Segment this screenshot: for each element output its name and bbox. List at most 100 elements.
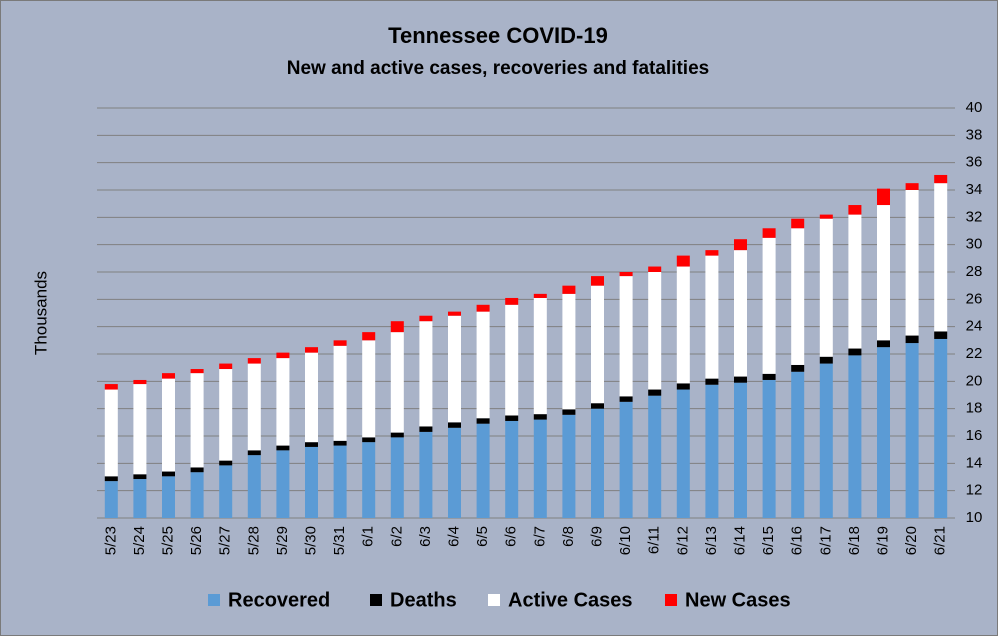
bar-segment bbox=[762, 379, 776, 518]
bar-segment bbox=[648, 266, 662, 272]
y-tick-label: 40 bbox=[966, 99, 983, 116]
x-tick-label: 6/8 bbox=[560, 526, 577, 547]
bar-segment bbox=[705, 255, 719, 379]
y-tick-label: 22 bbox=[966, 345, 983, 362]
bar-segment bbox=[276, 445, 290, 451]
x-tick-label: 6/5 bbox=[474, 526, 491, 547]
bar-segment bbox=[848, 205, 862, 215]
bar-segment bbox=[476, 418, 490, 424]
bar-segment bbox=[476, 423, 490, 518]
bar-segment bbox=[133, 379, 147, 385]
bar-segment bbox=[648, 272, 662, 390]
bar-segment bbox=[219, 465, 233, 518]
bar-segment bbox=[619, 396, 633, 402]
legend-swatch bbox=[488, 594, 500, 606]
x-tick-label: 6/21 bbox=[932, 526, 949, 555]
bar-segment bbox=[533, 414, 547, 420]
y-tick-label: 32 bbox=[966, 208, 983, 225]
bar-segment bbox=[162, 373, 175, 379]
bar-segment bbox=[104, 384, 118, 390]
y-tick-label: 36 bbox=[966, 154, 983, 171]
bar-segment bbox=[591, 276, 604, 286]
bar-segment bbox=[934, 331, 948, 339]
x-tick-label: 6/15 bbox=[760, 526, 777, 555]
bar-segment bbox=[133, 479, 147, 518]
bar-segment bbox=[762, 373, 776, 380]
x-tick-label: 5/31 bbox=[331, 526, 348, 555]
bar-segment bbox=[905, 190, 919, 336]
bar-segment bbox=[619, 272, 633, 277]
x-tick-label: 5/29 bbox=[274, 526, 291, 555]
legend-swatch bbox=[208, 594, 220, 606]
bar-segment bbox=[505, 420, 519, 518]
bar-segment bbox=[734, 239, 747, 251]
bar-segment bbox=[448, 311, 461, 316]
x-tick-label: 6/13 bbox=[703, 526, 720, 555]
chart-subtitle: New and active cases, recoveries and fat… bbox=[287, 58, 709, 79]
bar-segment bbox=[104, 476, 118, 482]
bar-segment bbox=[562, 285, 576, 294]
bar-segment bbox=[877, 188, 890, 206]
y-tick-label: 26 bbox=[966, 290, 983, 307]
bar-segment bbox=[219, 369, 233, 461]
bar-segment bbox=[419, 315, 433, 322]
x-tick-label: 5/23 bbox=[102, 526, 119, 555]
bar-segment bbox=[648, 389, 662, 396]
y-tick-label: 14 bbox=[966, 454, 983, 471]
bar-segment bbox=[676, 383, 690, 390]
bar-segment bbox=[219, 363, 233, 370]
y-tick-label: 20 bbox=[966, 372, 983, 389]
bar-segment bbox=[362, 332, 376, 341]
x-tick-label: 6/6 bbox=[503, 526, 520, 547]
x-tick-label: 6/7 bbox=[531, 526, 548, 547]
bar-segment bbox=[448, 422, 461, 428]
y-tick-label: 38 bbox=[966, 126, 983, 143]
y-tick-label: 18 bbox=[966, 400, 983, 417]
bar-segment bbox=[505, 304, 519, 416]
x-tick-label: 6/10 bbox=[617, 526, 634, 555]
bar-segment bbox=[591, 408, 604, 518]
bar-segment bbox=[162, 476, 175, 518]
bar-segment bbox=[505, 415, 519, 421]
bar-segment bbox=[419, 426, 433, 432]
bar-segment bbox=[676, 389, 690, 518]
bar-segment bbox=[819, 214, 833, 219]
bar-segment bbox=[276, 358, 290, 446]
y-tick-label: 30 bbox=[966, 236, 983, 253]
bar-segment bbox=[476, 304, 490, 312]
x-tick-label: 6/14 bbox=[731, 526, 748, 555]
bar-segment bbox=[190, 373, 204, 468]
bar-segment bbox=[877, 205, 890, 341]
x-tick-label: 5/24 bbox=[131, 526, 148, 555]
bar-segment bbox=[247, 450, 261, 456]
y-axis-label: Thousands bbox=[31, 271, 50, 355]
x-tick-label: 5/28 bbox=[245, 526, 262, 555]
bar-segment bbox=[390, 332, 404, 433]
x-tick-label: 6/1 bbox=[360, 526, 377, 547]
bar-segment bbox=[905, 343, 919, 518]
bar-segment bbox=[562, 409, 576, 415]
x-tick-label: 6/2 bbox=[388, 526, 405, 547]
x-tick-label: 6/9 bbox=[588, 526, 605, 547]
y-tick-label: 10 bbox=[966, 509, 983, 526]
x-tick-label: 6/20 bbox=[903, 526, 920, 555]
bar-segment bbox=[819, 356, 833, 364]
bar-segment bbox=[676, 266, 690, 384]
bar-segment bbox=[476, 311, 490, 419]
x-tick-label: 6/19 bbox=[874, 526, 891, 555]
x-tick-label: 6/16 bbox=[789, 526, 806, 555]
y-tick-label: 16 bbox=[966, 427, 983, 444]
chart-title: Tennessee COVID-19 bbox=[388, 23, 608, 48]
legend-label: Recovered bbox=[228, 589, 330, 611]
bar-segment bbox=[276, 352, 290, 359]
bar-segment bbox=[734, 376, 747, 383]
bar-segment bbox=[705, 384, 719, 518]
bar-segment bbox=[762, 237, 776, 374]
bar-segment bbox=[934, 338, 948, 518]
bar-segment bbox=[819, 363, 833, 518]
x-tick-label: 5/25 bbox=[159, 526, 176, 555]
x-tick-label: 5/27 bbox=[217, 526, 234, 555]
bar-segment bbox=[591, 285, 604, 404]
y-tick-label: 34 bbox=[966, 181, 983, 198]
bar-segment bbox=[362, 442, 376, 518]
